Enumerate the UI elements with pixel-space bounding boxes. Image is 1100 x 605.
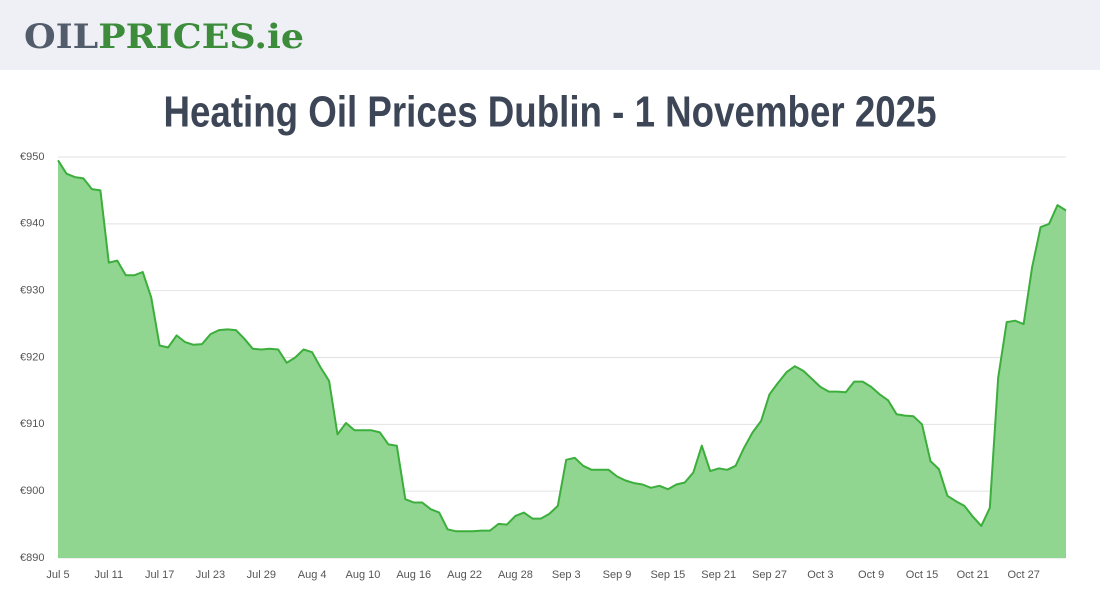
area <box>58 160 1066 559</box>
x-tick-label: Oct 3 <box>807 569 833 581</box>
x-tick-label: Aug 16 <box>396 569 431 581</box>
x-tick-label: Sep 3 <box>552 569 581 581</box>
y-tick-label: €900 <box>20 485 44 497</box>
logo-part: PRICES <box>98 17 254 57</box>
x-tick-label: Jul 29 <box>247 569 276 581</box>
line <box>57 159 1067 533</box>
y-tick-label: €890 <box>20 552 44 564</box>
logo[interactable]: OIL PRICES .ie <box>24 17 304 57</box>
x-tick-label: Jul 5 <box>46 569 69 581</box>
x-tick-label: Aug 10 <box>346 569 381 581</box>
x-tick-label: Aug 22 <box>447 569 482 581</box>
y-tick-label: €920 <box>20 351 44 363</box>
x-tick-label: Aug 4 <box>298 569 327 581</box>
x-tick-label: Oct 27 <box>1007 569 1039 581</box>
x-tick-label: Sep 27 <box>752 569 787 581</box>
y-tick-label: €930 <box>20 285 44 297</box>
x-tick-label: Jul 23 <box>196 569 225 581</box>
y-tick-label: €950 <box>20 151 44 163</box>
x-tick-label: Jul 11 <box>95 569 124 581</box>
x-tick-label: Aug 28 <box>498 569 533 581</box>
y-tick-label: €910 <box>20 418 44 430</box>
x-tick-label: Sep 21 <box>701 569 736 581</box>
x-tick-label: Oct 9 <box>858 569 884 581</box>
x-tick-label: Sep 9 <box>603 569 632 581</box>
chart-title: Heating Oil Prices Dublin - 1 November 2… <box>164 88 937 137</box>
logo-part: OIL <box>24 17 98 57</box>
header-bar <box>0 0 1100 70</box>
x-tick-label: Sep 15 <box>650 569 685 581</box>
x-tick-label: Oct 15 <box>906 569 938 581</box>
logo-part: .ie <box>254 17 304 57</box>
y-tick-label: €940 <box>20 218 44 230</box>
x-tick-label: Oct 21 <box>957 569 989 581</box>
x-tick-label: Jul 17 <box>145 569 174 581</box>
